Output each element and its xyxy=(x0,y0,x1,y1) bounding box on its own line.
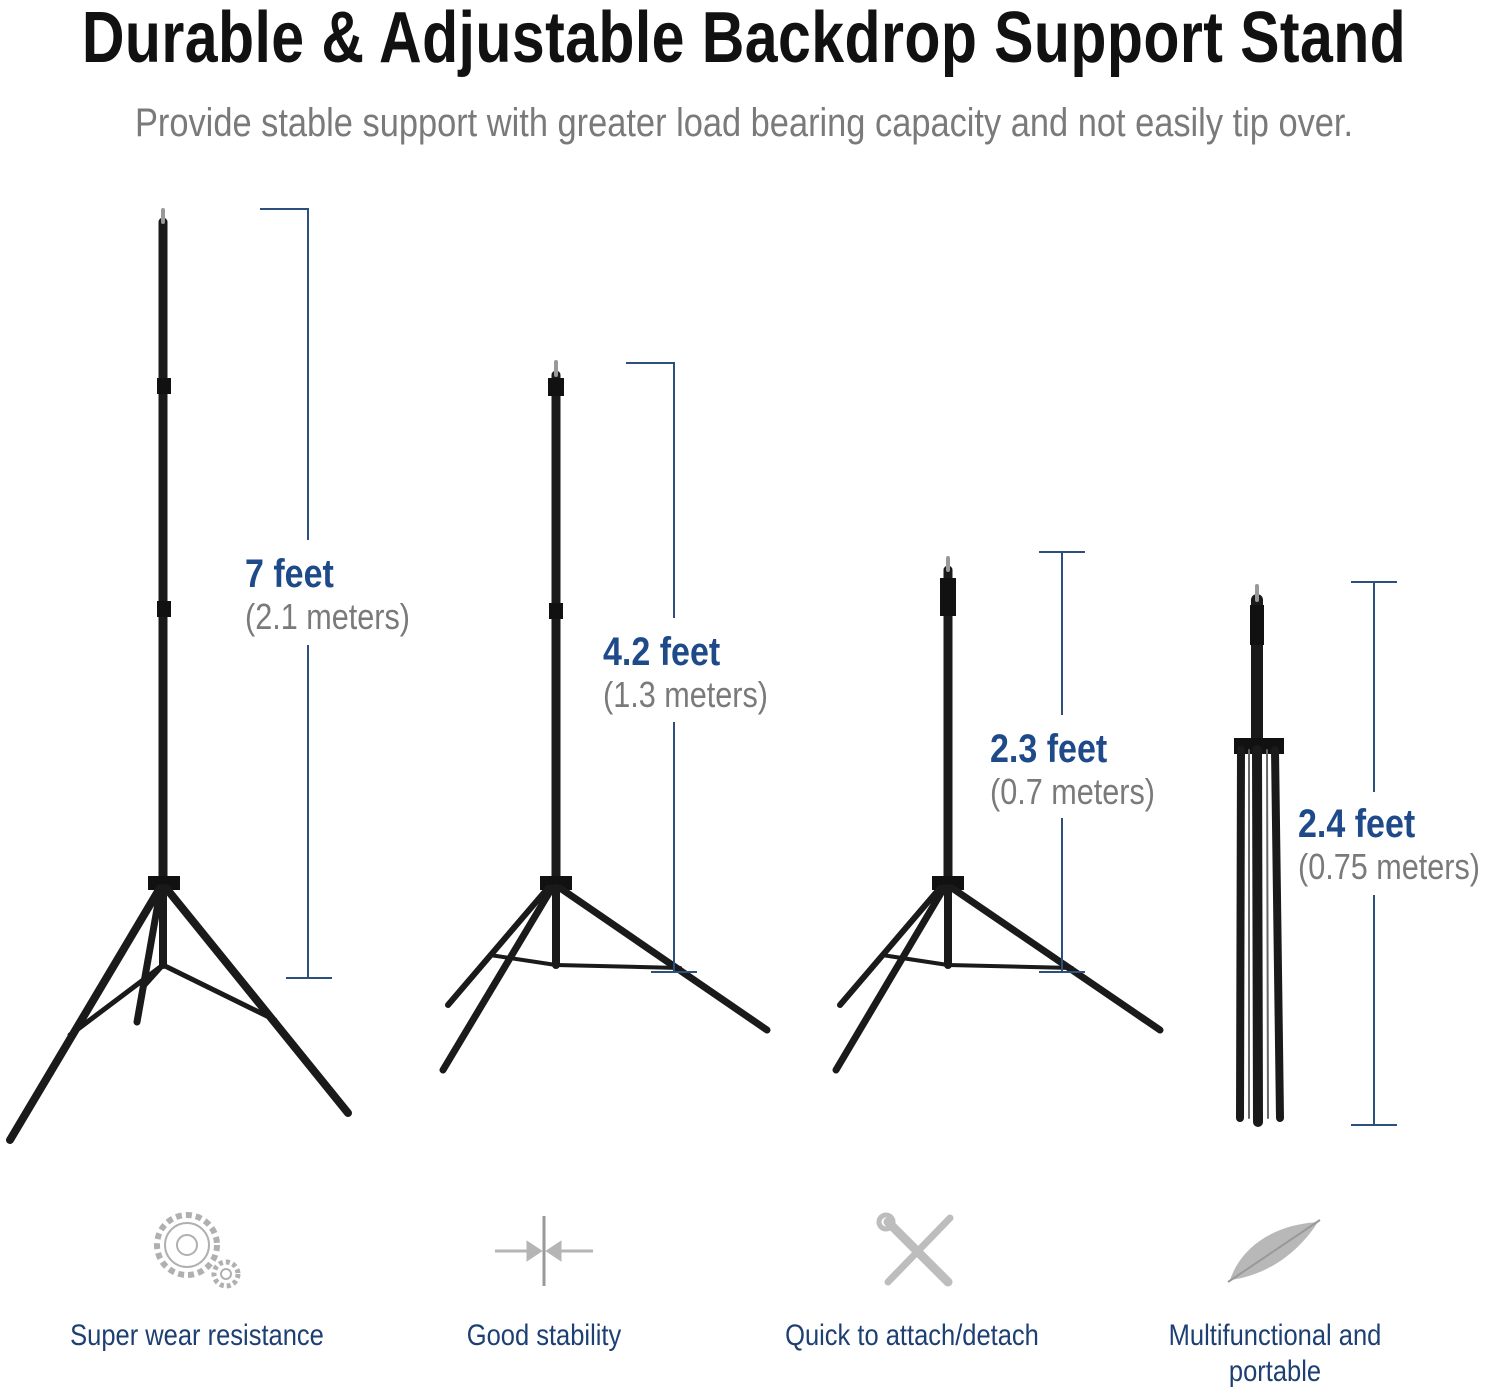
feature-label-portable: Multifunctional and portable xyxy=(1168,1319,1382,1388)
stand-label-2-3ft: 2.3 feet (0.7 meters) xyxy=(990,727,1155,813)
height-meters: (0.75 meters) xyxy=(1298,846,1480,887)
height-meters: (0.7 meters) xyxy=(990,771,1155,812)
page-subtitle: Provide stable support with greater load… xyxy=(134,101,1354,145)
height-feet: 7 feet xyxy=(245,552,334,596)
stand-label-4-2ft: 4.2 feet (1.3 meters) xyxy=(603,630,768,716)
stand-2-3ft xyxy=(832,556,1164,1074)
stand-7ft xyxy=(6,208,352,1144)
dimension-line-7ft xyxy=(260,208,332,979)
feather-icon xyxy=(1227,1219,1321,1283)
feature-label-stability: Good stability xyxy=(466,1319,622,1352)
height-feet: 2.3 feet xyxy=(990,727,1108,771)
stand-folded xyxy=(1234,584,1284,1127)
height-feet: 2.4 feet xyxy=(1298,802,1416,846)
height-meters: (1.3 meters) xyxy=(603,674,768,715)
feature-label-wear: Super wear resistance xyxy=(70,1319,324,1352)
stability-arrows-icon xyxy=(495,1216,593,1286)
height-meters: (2.1 meters) xyxy=(245,596,410,637)
dimension-line-2-3ft xyxy=(1039,551,1085,973)
wrench-screwdriver-icon xyxy=(876,1212,954,1287)
stand-4-2ft xyxy=(439,360,771,1074)
stand-label-2-4ft: 2.4 feet (0.75 meters) xyxy=(1298,802,1480,888)
page-title: Durable & Adjustable Backdrop Support St… xyxy=(81,0,1407,78)
dimension-line-2-4ft xyxy=(1351,581,1397,1126)
feature-label-attach: Quick to attach/detach xyxy=(785,1319,1039,1352)
dimension-line-4-2ft xyxy=(626,362,697,973)
stand-label-7ft: 7 feet (2.1 meters) xyxy=(245,552,410,638)
height-feet: 4.2 feet xyxy=(603,630,721,674)
gears-icon xyxy=(154,1212,241,1289)
